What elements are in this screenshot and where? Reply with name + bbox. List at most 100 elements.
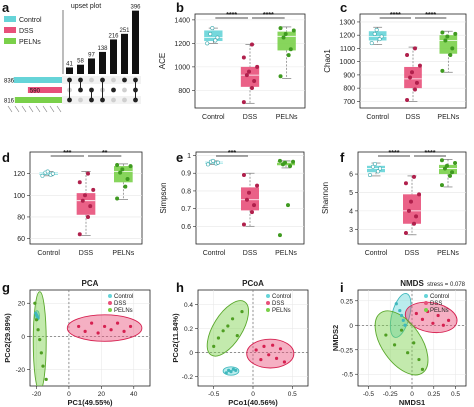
data-point — [216, 160, 221, 165]
set-axis-tick — [56, 105, 62, 113]
scatter-point-pelns — [412, 341, 416, 345]
scatter-point-dss — [267, 353, 271, 357]
data-point — [417, 192, 422, 197]
data-point — [255, 183, 260, 188]
scatter-point-control — [403, 323, 407, 327]
bar-3 — [99, 51, 106, 74]
data-point — [252, 203, 257, 208]
data-point — [370, 164, 375, 169]
data-point — [445, 34, 450, 39]
y-tick-label: 0.6 — [181, 224, 191, 231]
data-point — [440, 30, 445, 35]
y-tick-label: 0.4 — [184, 302, 193, 309]
bar-5 — [121, 33, 128, 74]
legend-label-control: Control — [19, 17, 42, 24]
legend-label-control: Control — [430, 294, 449, 300]
scatter-point-control — [229, 370, 233, 374]
scatter-point-control — [227, 368, 231, 372]
x-tick-label: DSS — [79, 250, 94, 257]
chart-title: PCA — [82, 279, 99, 288]
x-tick-label: Control — [203, 250, 226, 257]
y-tick-label: 0 — [349, 323, 353, 330]
legend-marker-dss — [424, 301, 428, 305]
box-dss — [404, 66, 422, 89]
legend-label-dss: DSS — [272, 301, 284, 307]
data-point — [241, 173, 246, 178]
y-axis-label: Simpson — [159, 182, 168, 213]
legend-label-control: Control — [272, 294, 291, 300]
y-tick-label: 800 — [178, 88, 190, 95]
x-tick-label: -20 — [32, 391, 42, 398]
y-axis-label: NMDS2 — [331, 325, 340, 351]
x-tick-label: Control — [37, 250, 60, 257]
scatter-point-dss — [436, 313, 440, 318]
x-axis-label: PC1(49.55%) — [67, 398, 113, 407]
set-axis-tick — [21, 105, 27, 113]
legend-label-pelns: PELNs — [430, 308, 449, 314]
scatter-point-pelns — [33, 301, 37, 305]
bar-value-label: 251 — [119, 28, 130, 34]
data-point — [277, 158, 282, 163]
scatter-point-pelns — [420, 367, 425, 371]
panel-letter-h: h — [176, 280, 184, 295]
data-point — [77, 180, 82, 185]
data-point — [211, 158, 216, 163]
data-point — [414, 214, 419, 219]
set-size-bar-dss — [27, 87, 63, 93]
bar-value-label: 58 — [77, 59, 84, 65]
scatter-point-pelns — [235, 334, 239, 338]
data-point — [372, 161, 377, 166]
scatter-point-dss — [77, 324, 81, 329]
y-axis-label: PCo2(29.89%) — [3, 313, 12, 363]
data-point — [278, 74, 283, 79]
scatter-point-control — [224, 371, 228, 375]
scatter-point-control — [231, 367, 235, 371]
data-point — [244, 73, 249, 78]
scatter-point-dss — [90, 321, 94, 325]
y-axis-label: PCo2(11.84%) — [171, 313, 180, 363]
x-tick-label: DSS — [243, 114, 258, 121]
plot-area — [198, 290, 308, 386]
scatter-point-dss — [446, 318, 451, 322]
scatter-point-dss — [102, 324, 107, 329]
panel-letter-a: a — [2, 0, 10, 15]
data-point — [450, 46, 455, 51]
data-point — [444, 163, 449, 168]
legend-marker-pelns — [266, 308, 270, 312]
y-tick-label: -0.25 — [338, 347, 353, 354]
set-axis-tick — [42, 105, 48, 113]
data-point — [411, 174, 416, 179]
data-point — [210, 26, 215, 31]
y-tick-label: 0.9 — [181, 171, 191, 178]
set-size-bar-pelns — [14, 97, 63, 103]
y-tick-label: 900 — [343, 72, 355, 79]
data-point — [288, 47, 293, 52]
data-point — [453, 31, 458, 36]
y-tick-label: 1000 — [339, 59, 355, 66]
data-point — [405, 53, 410, 58]
ellipse-dss — [66, 314, 143, 342]
data-point — [412, 87, 417, 92]
x-tick-label: PELNs — [437, 114, 459, 121]
y-axis-label: PD-tree — [0, 184, 2, 212]
data-point — [86, 171, 91, 176]
data-point — [408, 199, 413, 204]
matrix-dot — [122, 97, 127, 103]
set-axis-tick — [35, 105, 41, 113]
data-point — [278, 26, 283, 31]
scatter-point-pelns — [44, 377, 48, 381]
matrix-dot — [78, 97, 83, 103]
y-tick-label: 6 — [349, 172, 353, 179]
matrix-dot — [122, 87, 127, 93]
data-point — [115, 162, 120, 167]
panel-f: f 3 4 5 6 Shannon Control DSS PELNs **** **** — [321, 150, 467, 257]
set-axis-tick — [7, 105, 13, 113]
y-tick-label: 1200 — [339, 33, 355, 40]
set-size-label-pelns: 816 — [4, 99, 15, 105]
bar-value-label: 396 — [130, 5, 141, 11]
scatter-point-control — [399, 313, 404, 318]
data-point — [369, 41, 374, 46]
scatter-point-pelns — [226, 324, 230, 328]
